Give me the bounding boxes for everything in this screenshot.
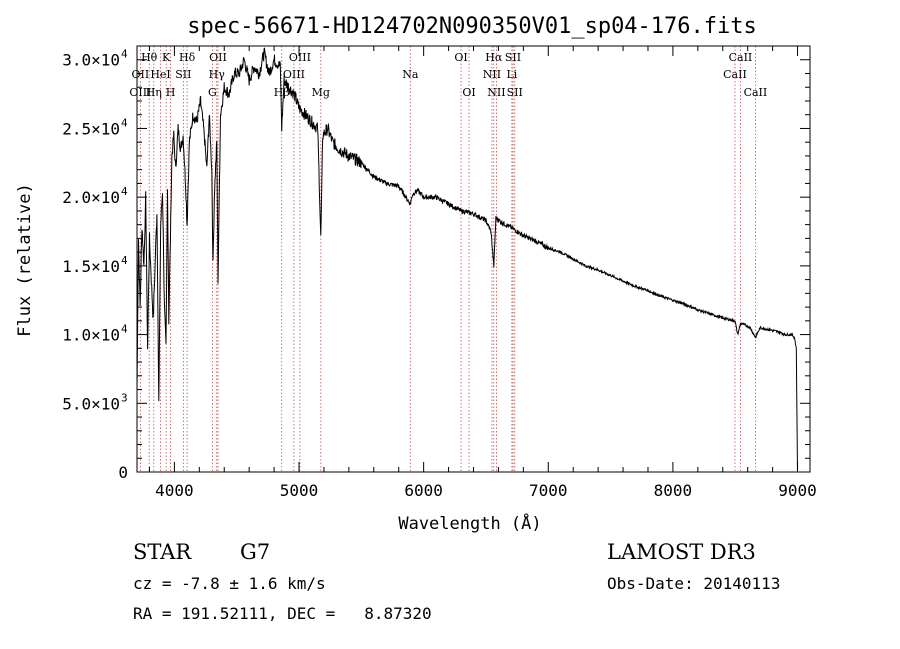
y-tick-exponent: 4 (121, 48, 128, 61)
y-tick-label: 1.0×10 (62, 326, 120, 345)
line-label: OII (209, 51, 227, 64)
line-label: CaII (723, 68, 747, 81)
y-tick-label: 3.0×10 (62, 51, 120, 70)
line-label: Hθ (141, 51, 158, 64)
line-label: OIII (289, 51, 311, 64)
y-tick-exponent: 4 (121, 185, 128, 198)
y-tick-exponent: 3 (121, 391, 128, 404)
y-tick-label: 2.5×10 (62, 119, 120, 138)
y-tick-exponent: 4 (121, 254, 128, 267)
line-label: CaII (729, 51, 753, 64)
line-label: CaII (744, 86, 768, 99)
line-label: SII (505, 51, 521, 64)
line-label: Hβ (274, 86, 290, 99)
obs-date-text: Obs-Date: 20140113 (607, 574, 781, 593)
redshift-text: cz = -7.8 ± 1.6 km/s (133, 574, 326, 593)
subclass-label: G7 (240, 540, 271, 564)
survey-label: LAMOST DR3 (607, 540, 756, 564)
line-label: OI (454, 51, 467, 64)
line-label: Hγ (209, 68, 226, 81)
line-label: Hη (146, 86, 162, 99)
line-label: OI (462, 86, 475, 99)
line-label: K (162, 51, 171, 64)
x-axis-label: Wavelength (Å) (398, 512, 541, 534)
line-label: G (208, 86, 217, 99)
x-tick-label: 6000 (404, 481, 443, 500)
x-tick-label: 7000 (529, 481, 568, 500)
line-label: OIII (283, 68, 305, 81)
y-tick-label: 5.0×10 (62, 394, 120, 413)
plot-frame (136, 45, 811, 473)
line-label: SII (175, 68, 191, 81)
line-label: Hδ (179, 51, 196, 64)
line-label: NII (483, 68, 501, 81)
line-label: HeI (150, 68, 170, 81)
y-tick-label: 2.0×10 (62, 188, 120, 207)
line-label: Mg (312, 86, 330, 99)
x-tick-label: 9000 (778, 481, 817, 500)
line-label: NII (487, 86, 505, 99)
line-label: Hα (485, 51, 503, 64)
y-tick-exponent: 4 (121, 323, 128, 336)
y-axis: 05.0×10 31.0×10 41.5×10 42.0×10 42.5×10 43.0×… (62, 48, 810, 482)
line-markers (139, 46, 756, 472)
spectrum-line (136, 47, 798, 473)
line-label: Li (506, 68, 517, 81)
y-tick-exponent: 4 (121, 116, 128, 129)
line-label: Na (402, 68, 419, 81)
class-label: STAR (133, 540, 192, 564)
radec-text: RA = 191.52111, DEC = 8.87320 (133, 604, 432, 623)
x-tick-label: 8000 (654, 481, 693, 500)
line-label: H (166, 86, 176, 99)
x-axis: 4000 5000 6000 7000 8000 9000 (148, 46, 817, 500)
line-label: OII (132, 68, 150, 81)
y-tick-label: 1.5×10 (62, 257, 120, 276)
y-tick-label: 0 (118, 463, 128, 482)
spectrum-series (136, 47, 798, 473)
x-tick-label: 4000 (155, 481, 194, 500)
x-tick-label: 5000 (280, 481, 319, 500)
line-label: SII (507, 86, 523, 99)
chart-title: spec-56671-HD124702N090350V01_sp04-176.f… (187, 14, 757, 39)
line-label: OIII (129, 86, 151, 99)
y-axis-label: Flux (relative) (15, 183, 35, 337)
